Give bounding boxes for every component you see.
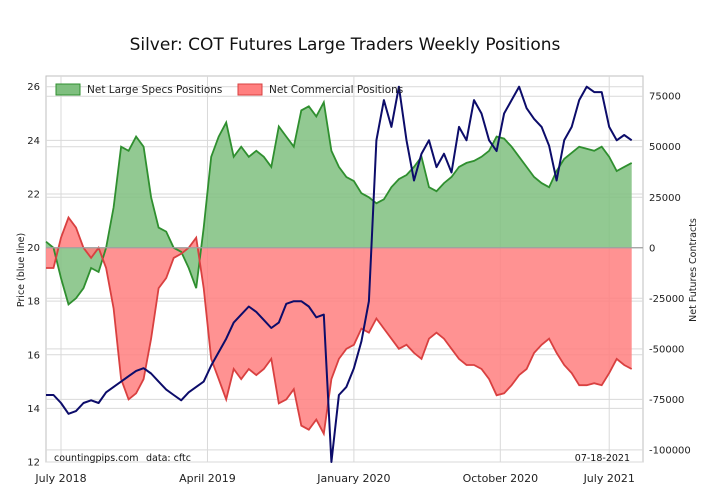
y-left-tick-2: 16 xyxy=(27,350,40,361)
specs-area xyxy=(46,102,632,305)
y-right-tick-5: -50000 xyxy=(649,344,684,355)
legend-label-specs: Net Large Specs Positions xyxy=(87,84,222,96)
y-right-tick-0: 75000 xyxy=(649,92,681,103)
date-note: 07-18-2021 xyxy=(575,453,630,464)
y-axis-left-label: Price (blue line) xyxy=(16,233,27,307)
commercial-area xyxy=(46,217,632,434)
y-right-tick-1: 50000 xyxy=(649,142,681,153)
legend-swatch-specs xyxy=(55,83,81,96)
tick-labels: 12 14 16 18 20 22 24 26 75000 50000 25000 0 -25000 -5… xyxy=(27,82,691,485)
y-left-tick-4: 20 xyxy=(27,243,40,254)
y-left-tick-5: 22 xyxy=(27,189,40,200)
y-right-tick-4: -25000 xyxy=(649,294,684,305)
y-left-tick-1: 14 xyxy=(27,404,40,415)
y-right-tick-3: 0 xyxy=(649,243,655,254)
data-note: data: cftc xyxy=(146,453,191,464)
y-right-tick-2: 25000 xyxy=(649,193,681,204)
area-layer xyxy=(46,102,632,434)
x-tick-3: October 2020 xyxy=(463,472,539,485)
price-line xyxy=(46,85,633,463)
x-tick-4: July 2021 xyxy=(583,472,635,485)
y-axis-right-label: Net Futures Contracts xyxy=(688,218,699,322)
y-left-tick-6: 24 xyxy=(27,136,40,147)
commercial-line xyxy=(46,215,633,437)
x-tick-2: January 2020 xyxy=(316,472,390,485)
x-tick-1: April 2019 xyxy=(179,472,236,485)
legend-swatch-commercial xyxy=(237,83,263,96)
y-right-tick-7: -100000 xyxy=(649,445,691,456)
y-left-tick-3: 18 xyxy=(27,297,40,308)
specs-line xyxy=(45,99,633,306)
y-right-tick-6: -75000 xyxy=(649,395,684,406)
y-left-tick-0: 12 xyxy=(27,458,40,469)
legend-label-commercial: Net Commercial Positions xyxy=(269,84,403,96)
x-tick-0: July 2018 xyxy=(34,472,86,485)
line-layer xyxy=(45,85,643,463)
legend: Net Large Specs Positions Net Commercial… xyxy=(55,83,403,96)
source-note: countingpips.com xyxy=(54,453,138,464)
y-left-tick-7: 26 xyxy=(27,82,40,93)
chart-title: Silver: COT Futures Large Traders Weekly… xyxy=(130,35,561,55)
